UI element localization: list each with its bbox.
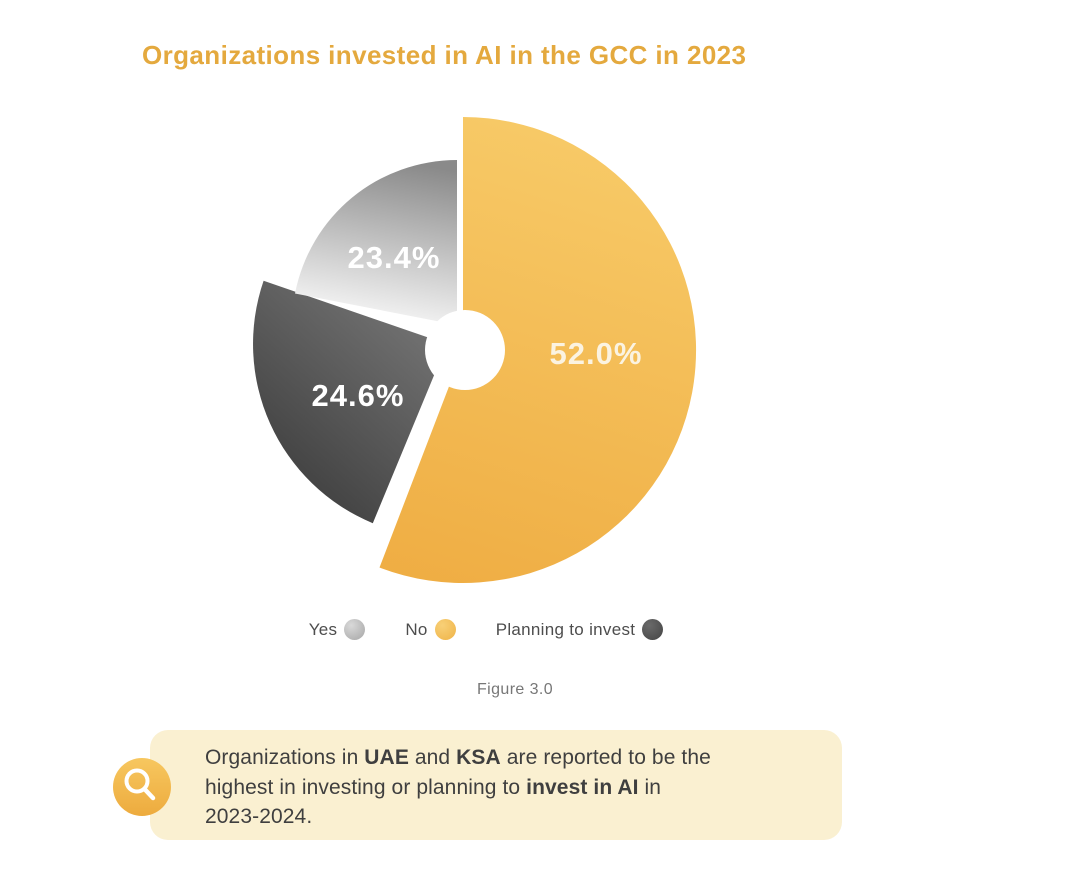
callout-line: Organizations in UAE and KSA are reporte… <box>205 746 711 769</box>
legend-item-no: No <box>405 619 456 640</box>
legend-item-planning-to-invest: Planning to invest <box>496 619 664 640</box>
figure-caption: Figure 3.0 <box>476 681 554 698</box>
slice-label-yes: 23.4% <box>347 240 441 275</box>
pie-slice-yes <box>295 159 457 325</box>
legend-label-yes: Yes <box>308 619 338 639</box>
magnifier-icon <box>124 768 156 801</box>
donut-hole <box>425 310 505 390</box>
pie-slice-planning-to-invest <box>253 280 447 524</box>
callout-line: highest in investing or planning to inve… <box>205 775 662 799</box>
legend-label-no: No <box>405 619 428 639</box>
legend-dot-planning-icon <box>642 619 664 640</box>
callout-box: Organizations in UAE and KSA are reporte… <box>113 730 842 840</box>
magnifier-badge <box>113 758 171 816</box>
legend-dot-no-icon <box>434 619 456 640</box>
callout-line: 2023-2024. <box>205 805 313 828</box>
chart-legend: Yes No Planning to invest <box>0 619 972 640</box>
legend-dot-yes-icon <box>344 619 366 640</box>
legend-item-yes: Yes <box>309 619 366 640</box>
callout-text: Organizations in UAE and KSA are reporte… <box>205 743 828 832</box>
legend-label-planning-to-invest: Planning to invest <box>495 619 636 639</box>
slice-label-planning-to-invest: 24.6% <box>311 378 405 413</box>
pie-slice-no <box>379 116 697 583</box>
slice-label-no: 52.0% <box>549 336 643 371</box>
chart-title: Organizations invested in AI in the GCC … <box>142 40 747 70</box>
